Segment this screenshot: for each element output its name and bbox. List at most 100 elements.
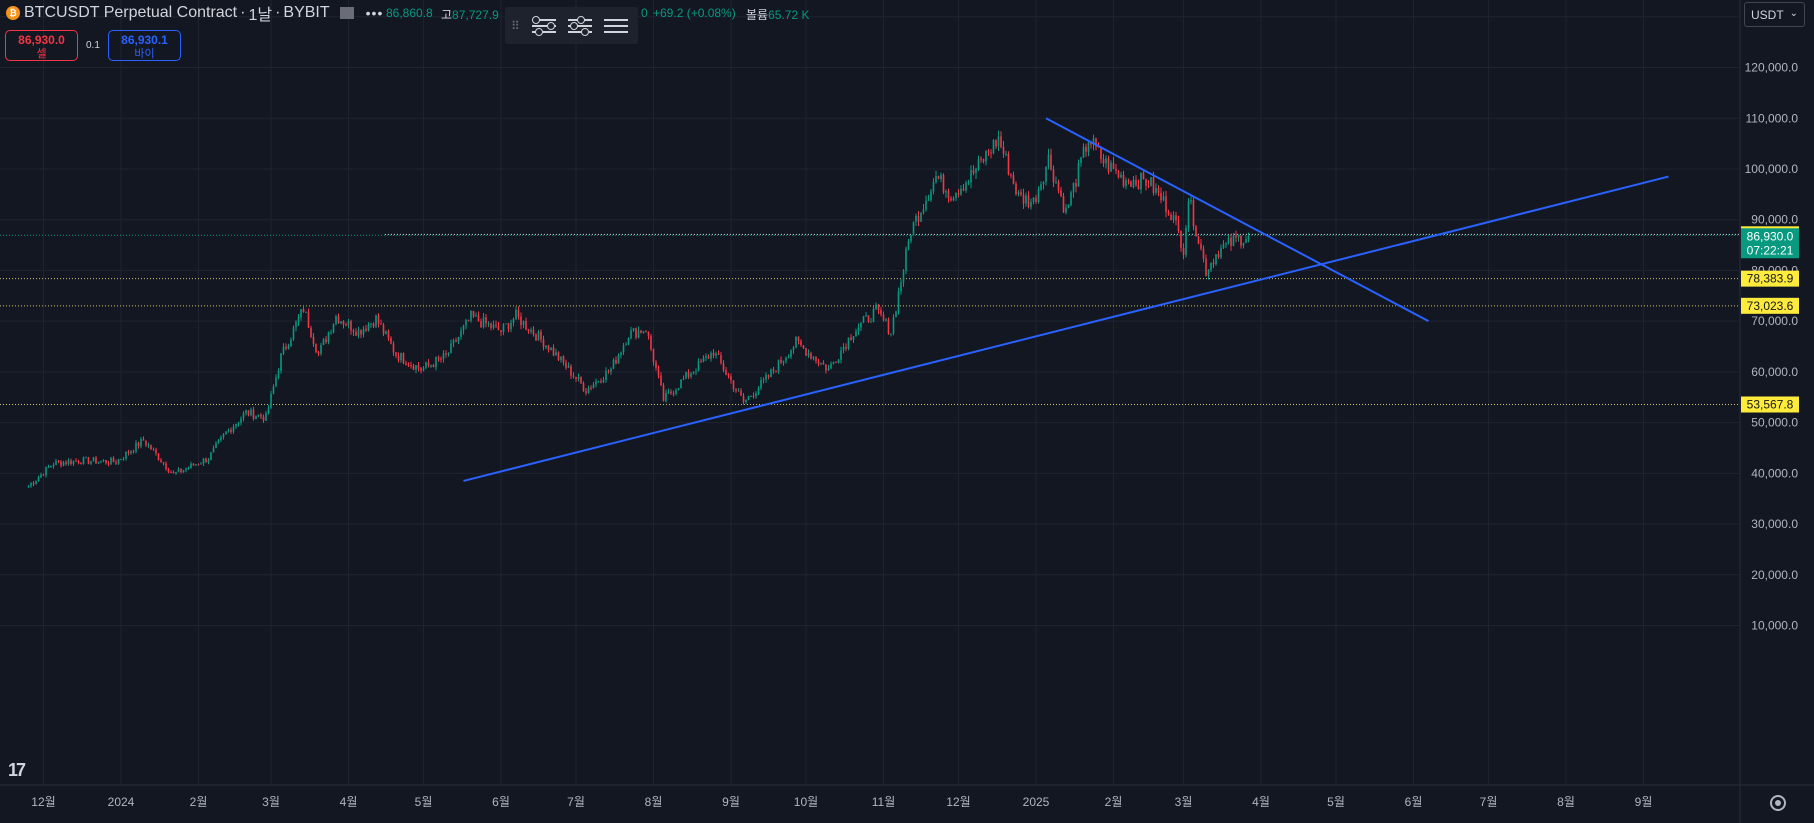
bitcoin-icon: ₿ (6, 6, 20, 20)
candle-body (267, 407, 270, 414)
candle-body (825, 364, 827, 371)
candle-body (655, 362, 657, 368)
candle-body (557, 352, 560, 361)
sell-button[interactable]: 86,930.0 셀 (5, 30, 78, 61)
candle-body (42, 474, 45, 476)
candle-body (345, 324, 347, 326)
candle-body (995, 140, 997, 147)
candle-body (312, 336, 315, 344)
candle-body (1102, 159, 1105, 164)
symbol-header[interactable]: ₿ BTCUSDT Perpetual Contract · 1날 · BYBI… (0, 0, 383, 26)
more-icon[interactable]: ••• (365, 5, 384, 21)
candle-body (967, 182, 970, 184)
x-tick-label: 3월 (1175, 795, 1193, 809)
candle-body (820, 362, 822, 364)
candle-body (430, 365, 432, 367)
interval-label[interactable]: 1날 (248, 7, 273, 24)
drag-handle-icon[interactable]: ⠿ (511, 18, 520, 33)
candle-body (365, 328, 367, 331)
candle-body (207, 459, 210, 463)
menu-lines-icon[interactable] (601, 14, 631, 38)
candle-body (185, 468, 187, 471)
candle-body (70, 460, 72, 464)
candle-body (350, 320, 352, 331)
candle-body (250, 409, 252, 416)
ohlc-close-value: 0 (641, 6, 648, 20)
candle-body (97, 461, 100, 464)
trend-line-resistance (1045, 117, 1429, 323)
candle-body (882, 314, 885, 321)
candle-body (642, 331, 645, 333)
candle-body (1095, 138, 1097, 147)
current-price-label: 86,930.0 (1747, 229, 1794, 243)
candle-body (745, 399, 747, 403)
candle-body (1017, 192, 1020, 195)
candle-body (650, 336, 652, 350)
symbol-name[interactable]: BTCUSDT Perpetual Contract (24, 4, 238, 21)
y-tick-label: 10,000.0 (1751, 619, 1798, 633)
candle-body (1215, 254, 1217, 265)
candle-body (1220, 247, 1222, 258)
candle-body (830, 363, 832, 369)
level-price-label: 53,567.8 (1747, 398, 1794, 412)
ohlc-close: 0 (641, 6, 648, 20)
candle-body (317, 352, 320, 354)
tradingview-logo-icon[interactable]: 17 (8, 760, 26, 780)
candle-body (245, 410, 247, 414)
spread-value: 0.1 (86, 40, 100, 51)
candle-body (1162, 196, 1165, 201)
buy-label: 바이 (134, 48, 155, 60)
candle-body (705, 356, 707, 358)
candle-body (1052, 169, 1055, 183)
buy-button[interactable]: 86,930.1 바이 (108, 30, 181, 61)
candle-body (1032, 197, 1035, 202)
candle-body (1002, 147, 1005, 154)
candle-body (942, 174, 945, 193)
candle-body (855, 331, 857, 337)
candle-body (567, 365, 570, 368)
candle-body (685, 372, 687, 379)
candle-body (1245, 238, 1247, 243)
trend-line-settings-icon[interactable] (529, 14, 559, 38)
candle-body (972, 170, 975, 174)
candle-body (622, 345, 625, 353)
candle-body (417, 365, 420, 369)
candle-body (782, 360, 785, 363)
candle-body (60, 461, 62, 466)
currency-label: USDT (1751, 8, 1784, 22)
candle-body (792, 347, 795, 351)
candle-body (980, 158, 982, 160)
candle-body (157, 453, 160, 461)
settings-gear-icon[interactable] (1770, 795, 1786, 811)
candle-body (1065, 207, 1067, 213)
candle-body (1207, 269, 1210, 276)
object-tree-icon[interactable] (565, 14, 595, 38)
candle-body (822, 362, 825, 365)
candle-body (520, 316, 522, 326)
candle-body (1182, 248, 1185, 255)
candle-body (180, 468, 182, 473)
candle-body (1100, 147, 1102, 160)
ohlc-high-label: 고 (441, 8, 453, 22)
candle-body (692, 371, 695, 374)
x-tick-label: 9월 (1635, 795, 1653, 809)
drawing-toolbar[interactable]: ⠿ (505, 7, 638, 44)
currency-selector[interactable]: USDT ⌄ (1744, 2, 1805, 27)
candle-body (950, 198, 952, 201)
candle-body (960, 188, 962, 195)
y-tick-label: 90,000.0 (1751, 213, 1798, 227)
flag-icon[interactable] (339, 7, 354, 19)
candle-body (712, 352, 715, 356)
candle-body (242, 413, 245, 419)
candle-body (835, 361, 837, 363)
ohlc-high: 고87,727.9 (441, 6, 499, 23)
candle-body (300, 309, 302, 318)
candle-body (1242, 242, 1245, 246)
candle-body (232, 426, 235, 432)
current-price-tag (1741, 228, 1799, 259)
candle-body (55, 460, 57, 465)
candle-body (175, 472, 177, 474)
candle-body (295, 322, 297, 328)
candle-body (1230, 237, 1232, 246)
